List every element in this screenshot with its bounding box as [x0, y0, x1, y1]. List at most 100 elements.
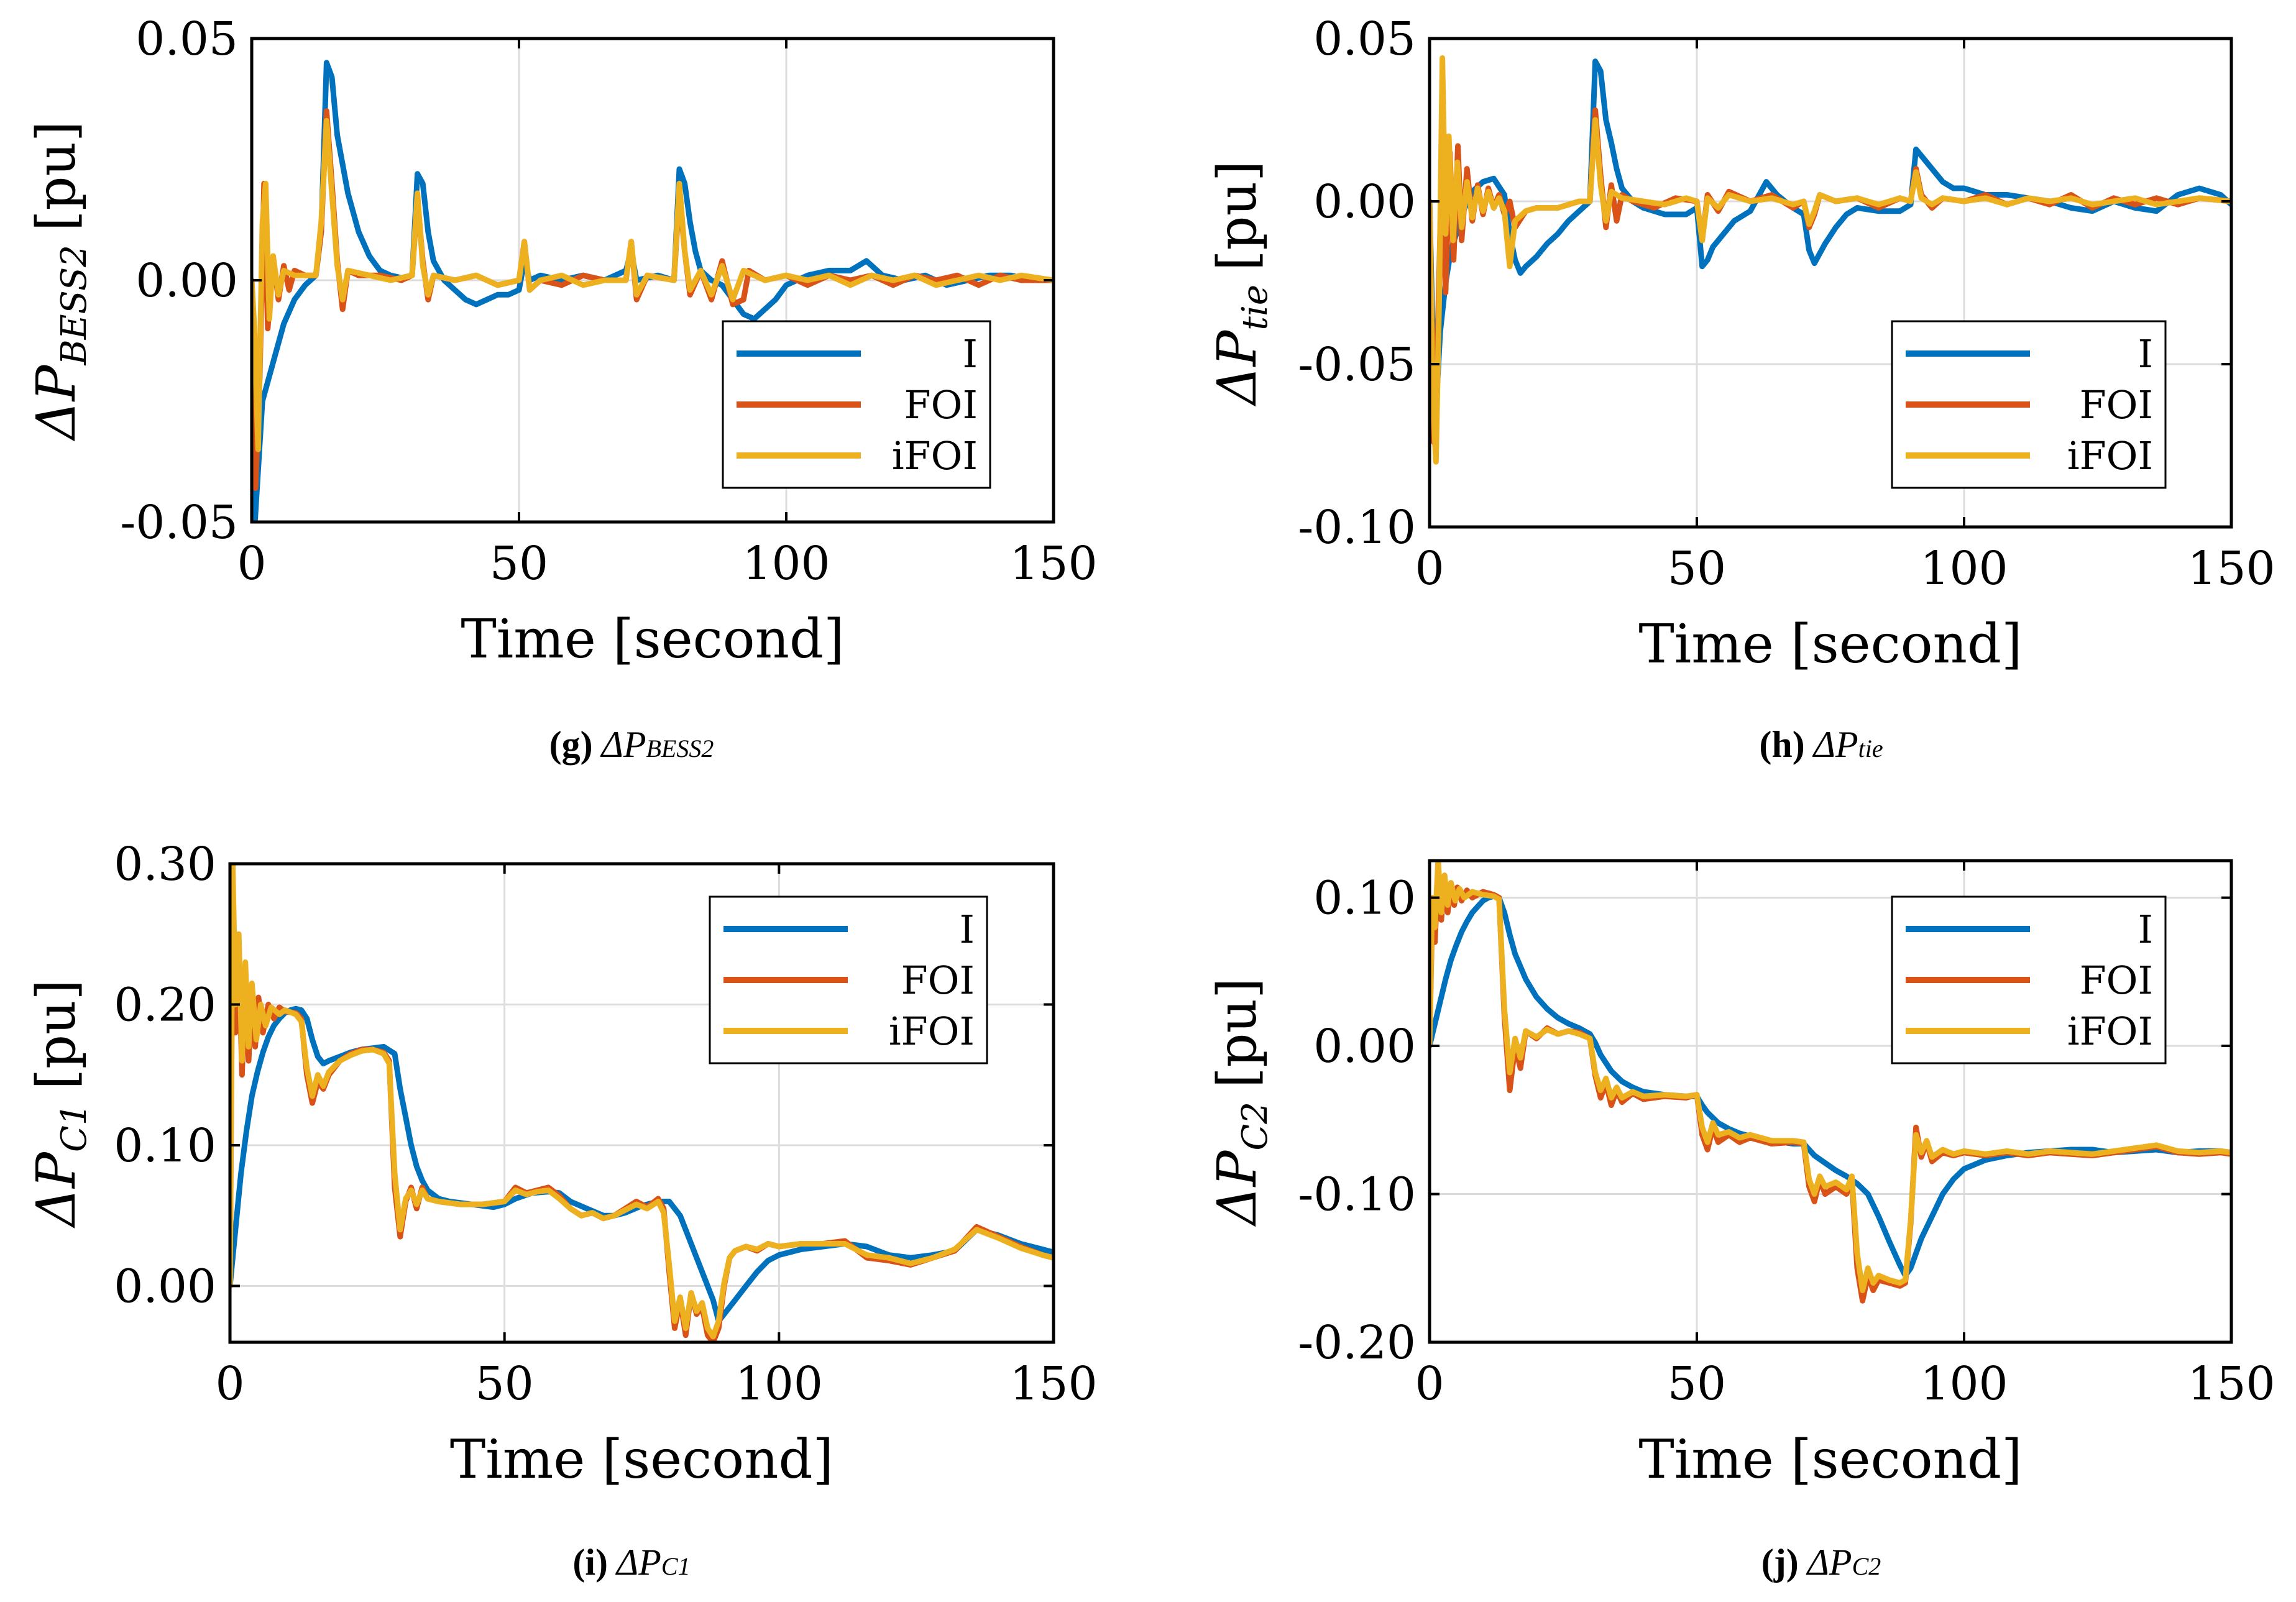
y-tick-label: 0.05 — [135, 12, 238, 66]
y-axis-subscript: C1 — [54, 1104, 94, 1152]
y-tick-label: -0.10 — [1298, 1168, 1416, 1222]
legend-label-I: I — [2138, 331, 2154, 377]
chart-panel-i: 0 50 100 150 0.00 0.10 0.20 0.30 Time [second] ΔP… — [25, 838, 1098, 1583]
legend-label-FOI: FOI — [2080, 382, 2153, 428]
x-tick-label: 50 — [1668, 1357, 1726, 1411]
y-axis-unit: [pu] — [25, 121, 88, 232]
legend-label-I: I — [960, 907, 975, 952]
legend-label-FOI: FOI — [901, 958, 975, 1003]
y-axis-title: ΔPBESS2 [pu] — [25, 121, 94, 442]
y-tick-label: 0.05 — [1313, 12, 1416, 66]
legend-label-I: I — [963, 331, 978, 377]
chart-panel-j: 0 50 100 150 -0.20 -0.10 0.00 0.10 Time [second]… — [1206, 859, 2275, 1583]
legend-label-iFOI: iFOI — [2067, 1009, 2153, 1054]
y-axis-subscript: tie — [1235, 285, 1275, 331]
figure-caption: (j) ΔPC2 — [1761, 1542, 1881, 1583]
y-tick-label: 0.00 — [1313, 1020, 1416, 1073]
caption-tag: (h) — [1759, 724, 1804, 765]
y-tick-label: -0.05 — [1298, 338, 1416, 391]
y-tick-label: -0.10 — [1298, 501, 1416, 554]
y-tick-label: 0.10 — [1313, 872, 1416, 925]
legend: I FOI iFOI — [1891, 895, 2167, 1064]
y-tick-label: -0.20 — [1298, 1316, 1416, 1370]
y-tick-label: 0.00 — [135, 254, 238, 308]
caption-tag: (i) — [572, 1542, 608, 1583]
caption-symbol: ΔP — [600, 724, 646, 765]
series-line-iFOI — [1430, 861, 2231, 1293]
x-tick-label: 0 — [1415, 1357, 1444, 1411]
y-axis-unit: [pu] — [1206, 160, 1269, 271]
y-axis-symbol: ΔP — [25, 1151, 88, 1229]
legend: I FOI iFOI — [709, 895, 988, 1064]
chart-panel-h: 0 50 100 150 -0.10 -0.05 0.00 0.05 Time [second]… — [1206, 12, 2275, 765]
legend-label-iFOI: iFOI — [889, 1009, 975, 1054]
caption-subscript: C1 — [661, 1552, 691, 1580]
series-line-iFOI — [252, 117, 1054, 452]
axes-frame — [1428, 37, 2233, 529]
x-tick-label: 50 — [475, 1357, 534, 1411]
legend: I FOI iFOI — [722, 320, 991, 489]
y-axis-subscript: C2 — [1235, 1102, 1275, 1150]
figure-caption: (i) ΔPC1 — [572, 1542, 690, 1583]
caption-subscript: C2 — [1852, 1552, 1881, 1580]
y-tick-label: 0.00 — [1313, 175, 1416, 229]
y-axis-symbol: ΔP — [1206, 329, 1269, 406]
series-line-iFOI — [230, 864, 1054, 1340]
series-line-I — [230, 1005, 1054, 1324]
x-tick-label: 0 — [215, 1357, 244, 1411]
caption-symbol: ΔP — [615, 1542, 661, 1583]
y-tick-label: -0.05 — [120, 496, 238, 549]
y-tick-label: 0.10 — [114, 1119, 216, 1173]
y-axis-unit: [pu] — [25, 979, 88, 1090]
y-tick-label: 0.20 — [114, 978, 216, 1032]
x-tick-label: 150 — [1009, 537, 1097, 590]
y-axis-subscript: BESS2 — [54, 245, 94, 365]
caption-symbol: ΔP — [1812, 724, 1858, 765]
series-group — [1430, 861, 2231, 1304]
figure-caption: (h) ΔPtie — [1759, 724, 1883, 765]
legend-label-I: I — [2138, 907, 2154, 952]
caption-subscript: tie — [1858, 735, 1883, 762]
caption-tag: (j) — [1761, 1542, 1799, 1583]
x-axis-title: Time [second] — [450, 1429, 833, 1491]
x-tick-label: 0 — [237, 537, 266, 590]
series-line-iFOI — [1430, 55, 2231, 465]
x-tick-label: 0 — [1415, 542, 1444, 595]
x-tick-label: 100 — [742, 537, 830, 590]
series-group — [230, 864, 1054, 1342]
legend: I FOI iFOI — [1891, 320, 2167, 489]
x-tick-label: 100 — [1920, 1357, 2008, 1411]
x-tick-label: 100 — [1920, 542, 2008, 595]
x-tick-label: 100 — [735, 1357, 823, 1411]
y-tick-label: 0.00 — [114, 1260, 216, 1313]
legend-label-iFOI: iFOI — [892, 433, 978, 478]
figure-caption: (g) ΔPBESS2 — [549, 724, 714, 765]
y-tick-label: 0.30 — [114, 838, 216, 891]
axes-frame — [1428, 859, 2233, 1344]
x-tick-label: 150 — [2187, 542, 2275, 595]
x-tick-label: 50 — [1668, 542, 1726, 595]
axes-frame — [228, 862, 1055, 1344]
x-axis-title: Time [second] — [1638, 1429, 2022, 1491]
legend-label-FOI: FOI — [904, 382, 978, 428]
series-group — [1430, 55, 2231, 465]
y-axis-unit: [pu] — [1206, 977, 1269, 1088]
x-tick-label: 150 — [1009, 1357, 1097, 1411]
caption-symbol: ΔP — [1806, 1542, 1852, 1583]
series-group — [252, 60, 1054, 522]
caption-subscript: BESS2 — [646, 735, 714, 762]
x-tick-label: 150 — [2187, 1357, 2275, 1411]
x-tick-label: 50 — [490, 537, 548, 590]
legend-label-iFOI: iFOI — [2067, 433, 2153, 478]
y-axis-title: ΔPC2 [pu] — [1206, 977, 1275, 1227]
caption-tag: (g) — [549, 724, 593, 765]
y-axis-symbol: ΔP — [25, 364, 88, 441]
y-axis-title: ΔPC1 [pu] — [25, 979, 94, 1229]
x-axis-title: Time [second] — [461, 608, 844, 671]
x-axis-title: Time [second] — [1638, 613, 2022, 675]
legend-label-FOI: FOI — [2080, 958, 2153, 1003]
y-axis-symbol: ΔP — [1206, 1149, 1269, 1227]
y-axis-title: ΔPtie [pu] — [1206, 160, 1275, 406]
